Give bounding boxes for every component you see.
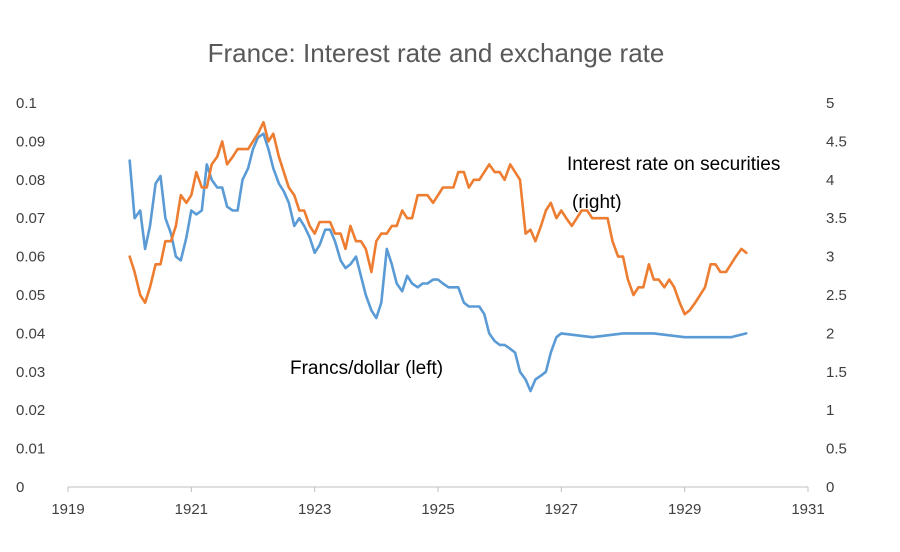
y-left-tick-label: 0.02: [16, 402, 45, 419]
y-right-tick-label: 2: [826, 325, 834, 342]
y-right-tick-label: 2.5: [826, 287, 847, 304]
annotation-francs-line-0: Francs/dollar (left): [290, 358, 443, 379]
y-left-tick-label: 0.03: [16, 364, 45, 381]
y-right-tick-label: 4.5: [826, 133, 847, 150]
y-left-tick-label: 0.05: [16, 287, 45, 304]
y-right-tick-label: 0: [826, 479, 834, 496]
y-left-tick-label: 0.01: [16, 441, 45, 458]
y-right-tick-label: 4: [826, 172, 834, 189]
chart-title: France: Interest rate and exchange rate: [208, 38, 665, 68]
x-tick-label: 1923: [298, 501, 331, 518]
x-tick-label: 1931: [791, 501, 824, 518]
y-right-tick-label: 1.5: [826, 364, 847, 381]
axes: 1919 1921 1923 1925 1927 1929 193100.010.020.0…: [16, 95, 847, 518]
y-right-tick-label: 3.5: [826, 210, 847, 227]
y-right-tick-label: 5: [826, 95, 834, 112]
annotation-interest-line-0: Interest rate on securities: [567, 154, 780, 175]
series-layer: [128, 120, 748, 393]
y-right-tick-label: 1: [826, 402, 834, 419]
y-right-tick-label: 0.5: [826, 441, 847, 458]
y-left-tick-label: 0.04: [16, 325, 45, 342]
y-left-tick-label: 0.08: [16, 172, 45, 189]
y-left-tick-label: 0.07: [16, 210, 45, 227]
x-tick-label: 1925: [421, 501, 454, 518]
x-tick-label: 1927: [545, 501, 578, 518]
series-line-francs: [128, 132, 748, 393]
y-left-tick-label: 0: [16, 479, 24, 496]
x-tick-label: 1929: [668, 501, 701, 518]
y-left-tick-label: 0.09: [16, 133, 45, 150]
y-left-tick-label: 0.06: [16, 249, 45, 266]
annotations: Francs/dollar (left) Interest rate on sec…: [290, 154, 780, 379]
series-line-interest: [128, 120, 748, 316]
annotation-interest-line-1: (right): [572, 192, 622, 213]
x-tick-label: 1921: [175, 501, 208, 518]
x-tick-label: 1919: [51, 501, 84, 518]
y-right-tick-label: 3: [826, 249, 834, 266]
y-left-tick-label: 0.1: [16, 95, 37, 112]
